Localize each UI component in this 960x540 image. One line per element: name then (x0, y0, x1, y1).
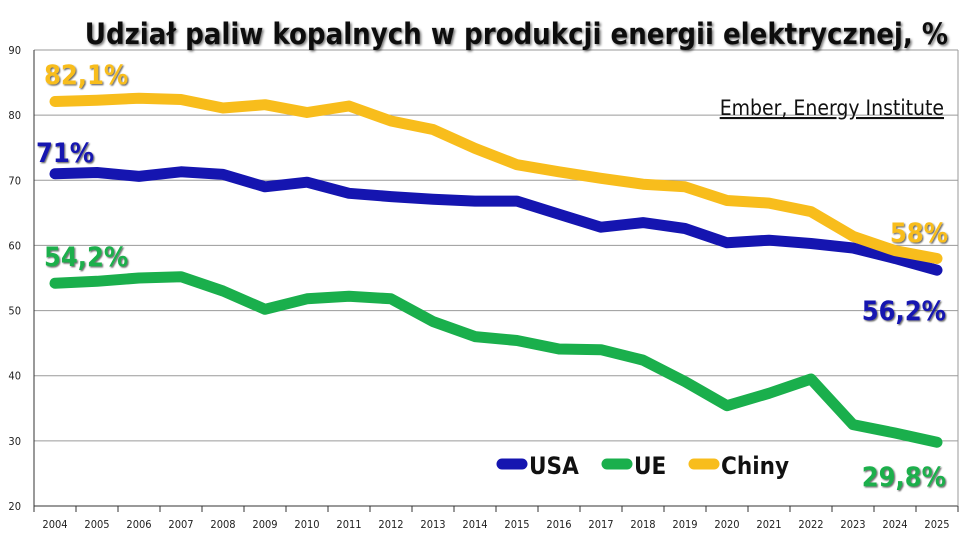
grid-lines (33, 49, 959, 507)
end-label-chiny: 58% (890, 218, 948, 249)
x-tick-label: 2010 (294, 518, 319, 531)
x-tick-label: 2005 (84, 518, 109, 531)
x-tick-label: 2014 (462, 518, 487, 531)
x-tick-label: 2017 (588, 518, 613, 531)
start-label-ue: 54,2% (44, 242, 128, 273)
y-tick-label: 30 (8, 435, 21, 448)
x-tick-label: 2021 (756, 518, 781, 531)
x-axis: 2004 2005 2006 2007 2008 2009 2010 2011 2012 2013… (33, 506, 959, 531)
x-tick-label: 2004 (42, 518, 67, 531)
series-line-usa (49, 166, 943, 276)
legend-label-chiny: Chiny (721, 452, 789, 480)
series-lines (49, 92, 943, 448)
end-label-ue: 29,8% (862, 462, 946, 493)
x-tick-label: 2011 (336, 518, 361, 531)
x-tick-label: 2012 (378, 518, 403, 531)
y-tick-label: 50 (8, 305, 21, 318)
x-tick-label: 2020 (714, 518, 739, 531)
y-tick-label: 70 (8, 174, 21, 187)
x-tick-label: 2025 (924, 518, 949, 531)
y-tick-label: 20 (8, 500, 21, 513)
legend-label-ue: UE (634, 452, 666, 480)
legend-label-usa: USA (529, 452, 579, 480)
y-tick-label: 40 (8, 370, 21, 383)
end-label-usa: 56,2% (862, 296, 946, 327)
y-tick-label: 80 (8, 109, 21, 122)
series-line-ue (49, 271, 943, 448)
legend: USA UE Chiny (496, 452, 789, 480)
y-tick-label: 90 (8, 44, 21, 57)
x-tick-label: 2018 (630, 518, 655, 531)
x-tick-label: 2006 (126, 518, 151, 531)
x-tick-label: 2022 (798, 518, 823, 531)
x-tick-label: 2008 (210, 518, 235, 531)
x-tick-label: 2019 (672, 518, 697, 531)
x-tick-label: 2023 (840, 518, 865, 531)
start-label-chiny: 82,1% (44, 60, 128, 91)
series-line-chiny (49, 92, 943, 264)
x-tick-label: 2015 (504, 518, 529, 531)
chart-source: Ember, Energy Institute (720, 96, 944, 120)
x-tick-label: 2024 (882, 518, 907, 531)
x-tick-label: 2016 (546, 518, 571, 531)
y-axis: 20 30 40 50 60 70 80 90 (8, 44, 21, 513)
start-label-usa: 71% (36, 138, 94, 169)
chart-title: Udział paliw kopalnych w produkcji energ… (85, 17, 948, 51)
y-tick-label: 60 (8, 239, 21, 252)
x-tick-label: 2013 (420, 518, 445, 531)
x-tick-label: 2009 (252, 518, 277, 531)
x-tick-label: 2007 (168, 518, 193, 531)
data-labels: 71% 56,2% 54,2% 29,8% 82,1% 58% (36, 60, 948, 493)
